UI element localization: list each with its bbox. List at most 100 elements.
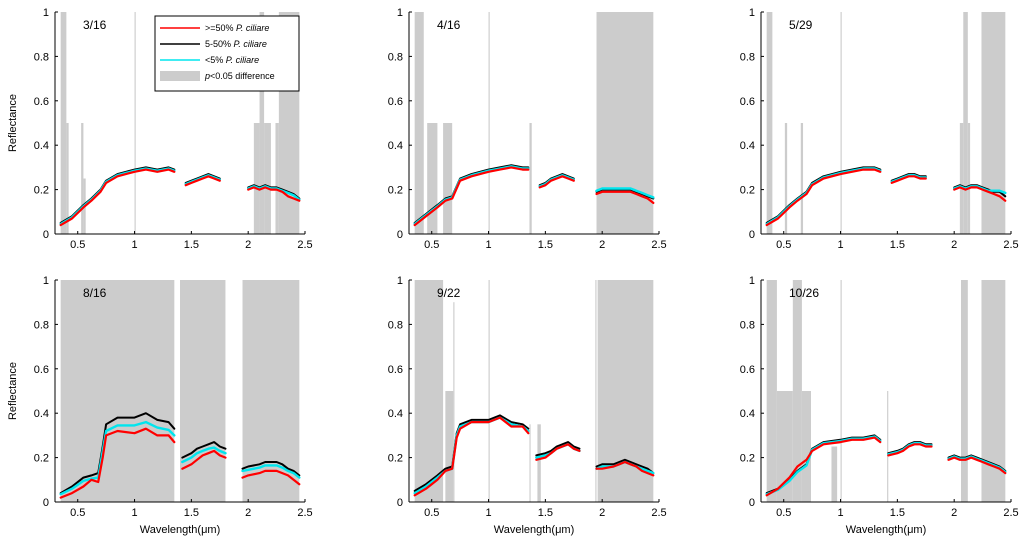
y-tick-label: 0.6 bbox=[388, 96, 403, 108]
series-line bbox=[184, 175, 221, 187]
series-line bbox=[765, 167, 882, 226]
panel-date-label: 10/26 bbox=[789, 286, 819, 300]
series-line bbox=[241, 469, 301, 486]
series-line bbox=[59, 412, 176, 495]
y-tick-label: 0.6 bbox=[740, 96, 755, 108]
shaded-region bbox=[537, 424, 541, 502]
legend-label-species: P. ciliare bbox=[234, 39, 267, 49]
legend-label-species: P. ciliare bbox=[236, 23, 269, 33]
shaded-region bbox=[961, 280, 968, 502]
x-tick-label: 2.5 bbox=[1003, 239, 1018, 251]
chart-panel: 0 0.2 0.4 0.6 0.8 1 0.5 1 1.5 2 2.5 4/16 bbox=[388, 7, 667, 251]
shaded-region bbox=[963, 12, 968, 234]
shaded-region bbox=[60, 280, 175, 502]
y-tick-label: 0.4 bbox=[740, 408, 755, 420]
shaded-region bbox=[81, 123, 84, 234]
shaded-region bbox=[453, 302, 455, 502]
panel-date-label: 9/22 bbox=[437, 286, 461, 300]
shaded-region bbox=[887, 391, 889, 502]
chart-panel: 0 0.2 0.4 0.6 0.8 1 0.5 1 1.5 2 2.5 5/29 bbox=[740, 7, 1019, 251]
x-tick-label: 1 bbox=[131, 507, 137, 519]
series-line bbox=[181, 441, 227, 459]
y-tick-label: 0.2 bbox=[34, 453, 49, 465]
y-tick-label: 1 bbox=[397, 7, 403, 19]
series-line bbox=[241, 461, 301, 477]
shaded-region bbox=[766, 12, 773, 234]
y-tick-label: 0 bbox=[397, 497, 403, 509]
x-tick-label: 0.5 bbox=[424, 507, 439, 519]
shaded-region bbox=[840, 12, 842, 234]
series-line bbox=[413, 166, 530, 227]
y-tick-label: 0.8 bbox=[34, 51, 49, 63]
x-tick-label: 1.5 bbox=[538, 239, 553, 251]
x-tick-label: 1.5 bbox=[184, 507, 199, 519]
series-line bbox=[413, 414, 530, 492]
panel-date-label: 5/29 bbox=[789, 18, 813, 32]
x-tick-label: 1 bbox=[837, 239, 843, 251]
series-line bbox=[765, 436, 882, 497]
y-axis-title: Reflectance bbox=[7, 362, 19, 420]
shaded-region bbox=[959, 123, 964, 234]
series-line bbox=[595, 458, 655, 475]
y-tick-label: 0.2 bbox=[740, 185, 755, 197]
y-tick-label: 0.2 bbox=[740, 453, 755, 465]
shaded-region bbox=[427, 123, 438, 234]
shaded-region bbox=[800, 123, 804, 234]
shaded-region bbox=[529, 424, 531, 502]
series-line bbox=[59, 168, 176, 227]
shaded-region bbox=[264, 123, 271, 234]
shaded-region bbox=[981, 280, 1006, 502]
x-tick-label: 0.5 bbox=[70, 239, 85, 251]
x-axis-title: Wavelength(μm) bbox=[846, 524, 927, 536]
x-tick-label: 2 bbox=[599, 507, 605, 519]
x-tick-label: 2 bbox=[245, 507, 251, 519]
series-line bbox=[181, 449, 227, 470]
x-tick-label: 1.5 bbox=[538, 507, 553, 519]
y-tick-label: 1 bbox=[43, 7, 49, 19]
x-tick-label: 1.5 bbox=[890, 507, 905, 519]
series-line bbox=[241, 464, 301, 479]
panel-date-label: 3/16 bbox=[83, 18, 107, 32]
y-tick-label: 0.4 bbox=[740, 140, 755, 152]
x-tick-label: 1.5 bbox=[890, 239, 905, 251]
x-tick-label: 1 bbox=[131, 239, 137, 251]
shaded-region bbox=[414, 12, 424, 234]
panel-date-label: 4/16 bbox=[437, 18, 461, 32]
x-tick-label: 2.5 bbox=[651, 239, 666, 251]
y-tick-label: 0 bbox=[749, 229, 755, 241]
series-line bbox=[890, 175, 927, 184]
legend-label-species: P. ciliare bbox=[226, 55, 259, 65]
series-line bbox=[953, 186, 1007, 202]
shaded-region bbox=[443, 123, 453, 234]
shaded-region bbox=[275, 123, 279, 234]
y-tick-label: 0.6 bbox=[388, 364, 403, 376]
panel-date-label: 8/16 bbox=[83, 286, 107, 300]
shaded-region bbox=[831, 446, 838, 502]
x-tick-label: 0.5 bbox=[776, 507, 791, 519]
legend-label-prefix: p bbox=[204, 71, 210, 81]
x-axis-title: Wavelength(μm) bbox=[140, 524, 221, 536]
chart-panel: 0 0.2 0.4 0.6 0.8 1 0.5 1 1.5 2 2.5 9/22 Wavelength(… bbox=[388, 275, 667, 536]
shaded-region bbox=[792, 280, 802, 502]
shaded-region bbox=[967, 123, 971, 234]
y-tick-label: 0.8 bbox=[740, 319, 755, 331]
y-tick-label: 0.6 bbox=[740, 364, 755, 376]
x-tick-label: 2.5 bbox=[297, 507, 312, 519]
x-tick-label: 1 bbox=[837, 507, 843, 519]
y-tick-label: 0.4 bbox=[34, 140, 49, 152]
y-tick-label: 0.4 bbox=[388, 408, 403, 420]
y-tick-label: 0 bbox=[43, 229, 49, 241]
series-line bbox=[595, 190, 655, 204]
y-tick-label: 0.4 bbox=[34, 408, 49, 420]
y-tick-label: 0.8 bbox=[388, 319, 403, 331]
shaded-region bbox=[776, 391, 793, 502]
x-tick-label: 2 bbox=[599, 239, 605, 251]
chart-panel: 0 0.2 0.4 0.6 0.8 1 0.5 1 1.5 2 2.5 3/16 Reflectance bbox=[7, 7, 313, 251]
y-axis-title: Reflectance bbox=[7, 94, 19, 152]
shaded-region bbox=[445, 391, 454, 502]
series-line bbox=[247, 186, 301, 202]
legend-label: <5% P. ciliare bbox=[205, 55, 259, 65]
y-tick-label: 0.4 bbox=[388, 140, 403, 152]
